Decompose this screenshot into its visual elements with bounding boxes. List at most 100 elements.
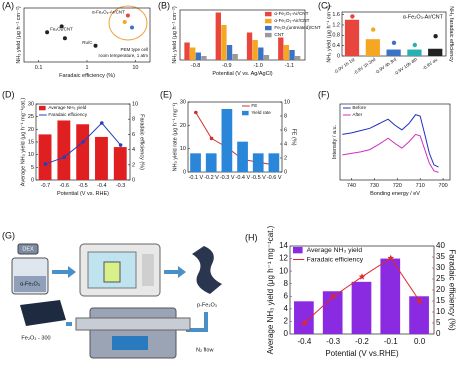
marker xyxy=(62,155,66,159)
x-tick-label: 1 xyxy=(85,65,88,71)
x-tick-label: -0.1 V xyxy=(188,175,203,181)
panel: (A)NH₃ yield (μg h⁻¹ cm⁻²) Faradaic effic… xyxy=(2,0,151,79)
bar xyxy=(246,32,253,60)
legend-swatch xyxy=(265,18,272,24)
marker xyxy=(350,14,355,19)
y-tick-label: 0.4 xyxy=(332,43,340,49)
bar xyxy=(252,40,258,60)
marker xyxy=(81,140,85,144)
arrow xyxy=(186,312,208,332)
panel-label: (D) xyxy=(2,89,15,99)
x-tick-label: 720 xyxy=(393,183,402,189)
y2-tick-label: 4 xyxy=(132,147,135,153)
marker xyxy=(412,42,417,48)
bar xyxy=(278,37,284,60)
marker xyxy=(194,110,198,115)
legend-label: CNT xyxy=(274,32,284,37)
y-tick-label: 1.6 xyxy=(332,12,340,18)
x-tick-label: 710 xyxy=(416,183,425,189)
bar xyxy=(184,42,190,60)
x-tick-label: -0.9V 10h 4th xyxy=(393,56,418,76)
point xyxy=(122,20,127,25)
legend-label: α-Fe₂O₃-Ar/CNT xyxy=(274,11,308,16)
x-tick-label: -0.2 V xyxy=(204,175,219,181)
y-axis-label: NH₃ yield (μg h⁻¹ cm⁻²) xyxy=(326,5,332,63)
point xyxy=(62,36,67,41)
marker xyxy=(43,162,48,166)
y2-tick-label: 20 xyxy=(436,285,445,294)
panel-label: (E) xyxy=(160,89,172,99)
x-tick-label: 10 xyxy=(132,65,138,71)
y-tick-label: 0.8 xyxy=(332,33,340,39)
y-tick-label: 0 xyxy=(31,177,34,183)
y-tick-label: 5 xyxy=(31,165,34,171)
diagram-text: N₂ flow xyxy=(196,347,213,353)
y-tick-label: 10 xyxy=(180,146,186,152)
bar xyxy=(295,56,301,60)
y-tick-label: 14 xyxy=(279,241,288,250)
legend-label: Yield rate xyxy=(251,110,271,115)
y-axis-label: NH₃ yield (μg h⁻¹ cm⁻²) xyxy=(172,6,178,64)
x-tick-label: 730 xyxy=(370,183,379,189)
x-tick-label: -0.5 V xyxy=(251,175,266,181)
y2-tick-label: 30 xyxy=(436,263,445,272)
point xyxy=(45,30,50,35)
y2-axis-label: FE (%) xyxy=(291,128,297,145)
panel-label: (B) xyxy=(158,0,170,10)
panel-label: (F) xyxy=(318,89,330,99)
marker xyxy=(329,293,337,300)
marker xyxy=(100,121,104,125)
x-axis-label: Potential (V vs.RHE) xyxy=(325,349,399,358)
product xyxy=(20,300,66,326)
y2-tick-label: 15 xyxy=(436,296,445,305)
point xyxy=(125,13,130,18)
y2-tick-label: 0 xyxy=(132,177,135,183)
y2-tick-label: 8 xyxy=(132,117,135,123)
x-tick-label: 0.1 xyxy=(35,65,43,71)
highlight-ellipse xyxy=(108,5,148,41)
y2-tick-label: 4 xyxy=(284,141,287,147)
marker xyxy=(371,27,376,32)
bar xyxy=(409,296,429,334)
y-tick-label: 25 xyxy=(28,114,34,120)
panel-label: (G) xyxy=(2,230,15,240)
y2-tick-label: 25 xyxy=(436,274,445,283)
bar xyxy=(201,56,207,60)
legend-label: After xyxy=(352,112,362,117)
y-axis-label: Intensity / a.u. xyxy=(332,124,338,159)
x-tick-label: -0.5 xyxy=(78,183,87,189)
x-axis-label: Faradaic efficiency (%) xyxy=(59,73,115,79)
x-tick-label: -0.6 V xyxy=(267,175,282,181)
panel: (H) 0 2 4 6 8 10 12 14 0 5 10 15 20 25 30 35 40 Average NH… xyxy=(245,225,456,358)
y-tick-label: 2 xyxy=(284,317,289,326)
bar xyxy=(221,109,233,172)
panel-label: (C) xyxy=(318,0,331,10)
marker xyxy=(387,254,395,261)
point xyxy=(130,25,135,30)
x-tick-label: -0.6 xyxy=(59,183,68,189)
x-tick-label: 700 xyxy=(439,183,448,189)
panel-label: (H) xyxy=(245,232,258,242)
point-label: Fe₂O₃/CNT xyxy=(50,26,73,31)
y2-tick-label: 0 xyxy=(436,329,441,338)
x-tick-label: -0.4 xyxy=(97,183,106,189)
legend-label: Faradaic efficiency xyxy=(307,256,364,263)
bar xyxy=(38,134,52,180)
x-tick-label: -0.3 xyxy=(116,183,125,189)
y2-tick-label: 2 xyxy=(284,155,287,161)
legend-label: Average NH₃ yield xyxy=(307,247,363,254)
x-tick-label: -0.4 V xyxy=(235,175,250,181)
x-tick-label: -1.1 xyxy=(285,63,294,69)
y-tick-label: 15 xyxy=(28,139,34,145)
plot-frame xyxy=(339,103,451,181)
y-axis-label: NH₃ yield (μg h⁻¹ cm⁻²) xyxy=(16,6,22,64)
furnace xyxy=(89,307,177,359)
y-tick-label: 20 xyxy=(28,127,34,133)
x-tick-label: -0.4 xyxy=(298,337,312,346)
legend-swatch xyxy=(265,11,272,17)
legend-swatch xyxy=(265,25,272,31)
marker xyxy=(358,273,366,280)
bar xyxy=(237,141,248,172)
